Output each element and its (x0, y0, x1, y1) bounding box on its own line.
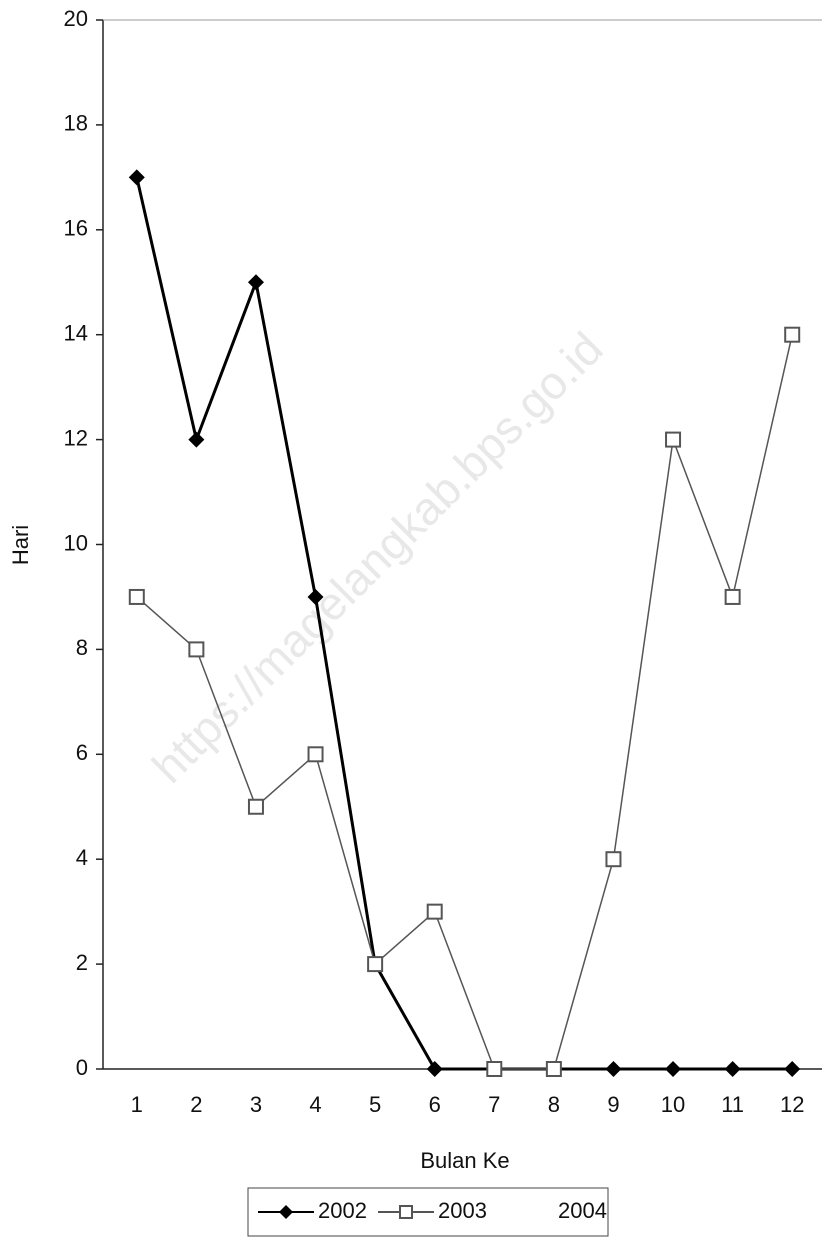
point (426, 1061, 443, 1077)
watermark: https://magelangkab.bps.go.id (142, 322, 613, 793)
x-tick-label: 2 (190, 1092, 202, 1117)
y-tick-label: 4 (76, 845, 88, 870)
series-line (135, 177, 793, 1071)
x-axis-label: Bulan Ke (420, 1148, 509, 1173)
point (307, 588, 324, 605)
point (247, 274, 264, 291)
point (605, 1061, 622, 1077)
y-axis-label: Hari (8, 525, 33, 565)
legend-box (247, 1187, 609, 1237)
x-tick-label: 11 (721, 1092, 744, 1117)
point (486, 1061, 503, 1077)
point (307, 746, 324, 763)
y-tick-label: 10 (64, 530, 88, 555)
x-tick-label: 8 (548, 1092, 560, 1117)
point (724, 588, 741, 605)
x-tick-label: 1 (131, 1092, 143, 1117)
x-tick-label: 12 (780, 1092, 804, 1117)
x-tick-label: 9 (607, 1092, 619, 1117)
legend-marker (279, 1205, 293, 1219)
point (188, 641, 205, 658)
point (367, 956, 384, 973)
y-tick-label: 20 (64, 6, 88, 31)
point (247, 798, 264, 815)
x-tick-label: 4 (309, 1092, 321, 1117)
legend-label: 2002 (318, 1198, 367, 1223)
y-tick-label: 8 (76, 635, 88, 660)
legend-label: 2004 (558, 1198, 607, 1223)
y-tick-label: 2 (76, 950, 88, 975)
series-line (136, 334, 793, 1070)
point (128, 169, 145, 186)
x-tick-label: 6 (429, 1092, 441, 1117)
x-tick-label: 7 (488, 1092, 500, 1117)
y-tick-label: 14 (64, 321, 88, 346)
x-tick-label: 3 (250, 1092, 262, 1117)
legend-marker (399, 1205, 413, 1219)
point (784, 1061, 801, 1077)
point (665, 431, 682, 448)
y-tick-label: 16 (64, 216, 88, 241)
y-tick-label: 18 (64, 111, 88, 136)
y-tick-label: 0 (76, 1055, 88, 1080)
x-tick-label: 10 (661, 1092, 685, 1117)
point (128, 588, 145, 605)
point (665, 1061, 682, 1077)
y-tick-label: 6 (76, 740, 88, 765)
x-tick-label: 5 (369, 1092, 381, 1117)
legend-label: 2003 (438, 1198, 487, 1223)
point (545, 1061, 562, 1077)
point (188, 431, 205, 448)
y-tick-label: 12 (64, 425, 88, 450)
point (724, 1061, 741, 1077)
point (784, 326, 801, 343)
point (605, 851, 622, 868)
point (426, 903, 443, 920)
